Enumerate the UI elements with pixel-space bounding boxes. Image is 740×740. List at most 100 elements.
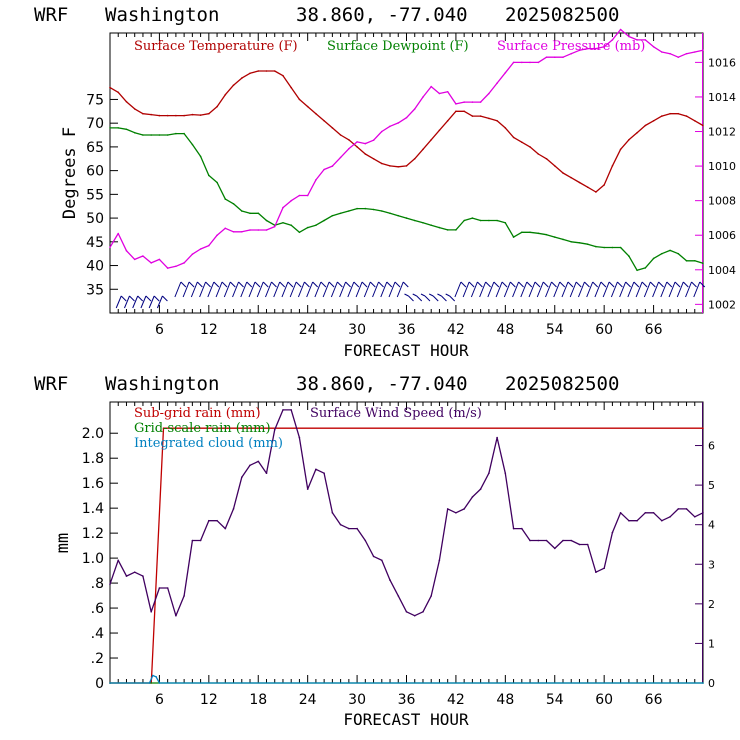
series-surface-wind-speed-m-s-point: [702, 512, 704, 514]
series-surface-dewpoint-f-point: [661, 252, 663, 255]
series-surface-dewpoint-f-point: [125, 128, 128, 131]
series-surface-dewpoint-f-point: [117, 127, 119, 129]
series-surface-pressure-mb-point: [356, 141, 358, 143]
legend-surface-dewpoint: Surface Dewpoint (F): [327, 39, 469, 54]
bottom-y2-tick-label: 5: [708, 479, 715, 492]
series-surface-temperature-f-point: [586, 186, 589, 188]
series-surface-temperature-f-point: [488, 117, 490, 120]
series-surface-temperature-f-point: [455, 110, 457, 113]
top-y2-tick-label: 1014: [708, 91, 736, 104]
legend-grid-scale-rain: Grid-scale rain (mm): [134, 421, 271, 436]
series-surface-dewpoint-f-point: [150, 134, 152, 136]
legend-surface-wind-speed: Surface Wind Speed (m/s): [310, 406, 482, 421]
bottom-y2-tick-label: 3: [708, 558, 715, 571]
wind-barb-flag: [262, 281, 269, 288]
series-surface-dewpoint-f-point: [323, 219, 325, 222]
top-x-tick-label: 30: [348, 322, 366, 338]
series-surface-wind-speed-m-s-point: [677, 508, 680, 510]
series-surface-temperature-f-point: [570, 176, 572, 179]
series-surface-wind-speed-m-s-point: [125, 575, 128, 577]
legend-sub-grid-rain: Sub-grid rain (mm): [134, 406, 261, 421]
series-surface-dewpoint-f-point: [216, 181, 218, 184]
top-y2-tick-label: 1012: [708, 126, 736, 139]
wind-barb-flag: [386, 281, 393, 288]
series-surface-wind-speed-m-s-point: [208, 519, 210, 522]
top-y-tick-label: 40: [86, 259, 104, 275]
series-surface-dewpoint-f-point: [479, 219, 482, 222]
wind-barb-flag: [600, 281, 607, 288]
series-surface-wind-speed-m-s-point: [315, 468, 317, 471]
wind-barb-flag: [468, 281, 475, 288]
wind-barb-flag: [271, 281, 277, 288]
series-surface-wind-speed-m-s-point: [413, 614, 416, 617]
series-surface-temperature-f-point: [669, 112, 671, 115]
series-surface-temperature-f-point: [356, 146, 358, 148]
series-surface-pressure-mb-point: [661, 51, 663, 53]
bottom-y-axis-label: mm: [53, 533, 73, 553]
wind-barb: [693, 281, 701, 298]
wind-barb-flag: [493, 281, 500, 288]
series-surface-temperature-f-point: [529, 146, 531, 148]
series-surface-dewpoint-f-point: [430, 224, 433, 226]
series-surface-temperature-f-point: [298, 98, 301, 101]
wind-barb: [388, 281, 396, 298]
series-surface-pressure-mb-point: [133, 258, 136, 261]
series-surface-temperature-f-point: [125, 101, 128, 103]
series-surface-pressure-mb-point: [150, 262, 152, 264]
series-surface-dewpoint-f-point: [306, 226, 309, 229]
wind-barb-flag: [246, 281, 253, 288]
bottom-y-tick-label: 1.2: [82, 526, 104, 542]
series-surface-wind-speed-m-s-point: [422, 611, 424, 613]
series-surface-wind-speed-m-s-point: [298, 436, 301, 439]
series-surface-temperature-f-point: [142, 112, 144, 115]
series-surface-temperature-f-point: [521, 141, 523, 143]
series-surface-dewpoint-f-point: [438, 226, 441, 229]
wind-barb-flag: [369, 281, 376, 288]
bottom-x-tick-label: 48: [496, 692, 514, 708]
wind-barb: [553, 281, 561, 298]
series-surface-dewpoint-f-point: [315, 224, 317, 226]
series-surface-dewpoint-f-point: [529, 231, 531, 234]
series-surface-wind-speed-m-s-point: [570, 539, 572, 542]
series-integrated-cloud-mm-point: [158, 682, 161, 684]
series-surface-wind-speed-m-s-point: [150, 611, 152, 613]
series-surface-dewpoint-f-point: [570, 241, 572, 243]
series-surface-wind-speed-m-s-point: [562, 539, 564, 542]
wind-barb-flag: [509, 281, 516, 288]
wind-barb-flag: [180, 281, 187, 288]
series-surface-wind-speed-m-s-point: [381, 559, 383, 562]
series-surface-temperature-f-point: [265, 70, 268, 72]
wind-barb-flag: [441, 295, 447, 302]
wind-barb-flag: [666, 281, 673, 288]
wind-barb: [273, 281, 281, 298]
top-x-tick-label: 36: [398, 322, 416, 338]
series-surface-pressure-mb-point: [496, 82, 498, 84]
bottom-series: [109, 409, 704, 684]
series-surface-pressure-mb-point: [694, 51, 696, 53]
series-surface-temperature-f-point: [397, 166, 400, 168]
series-surface-temperature-f-line: [109, 70, 704, 193]
wind-barb-flag: [501, 281, 508, 288]
series-surface-wind-speed-m-s-point: [669, 516, 671, 518]
series-integrated-cloud-mm-point: [109, 682, 111, 684]
series-surface-pressure-mb-point: [273, 225, 276, 228]
wind-barb-flag: [337, 281, 343, 288]
series-surface-pressure-mb-point: [290, 199, 293, 202]
bottom-x-tick-label: 36: [398, 692, 416, 708]
series-surface-dewpoint-f-point: [488, 219, 490, 222]
wind-barb-flag: [449, 295, 456, 302]
wind-barb-flag: [551, 281, 557, 288]
series-surface-pressure-mb-point: [677, 56, 680, 58]
wind-barb-flag: [460, 281, 467, 288]
series-surface-wind-speed-m-s-point: [109, 583, 111, 585]
wind-barb: [445, 293, 450, 297]
wind-barb: [380, 281, 388, 298]
series-surface-dewpoint-f-point: [652, 257, 655, 260]
series-surface-wind-speed-m-s-point: [554, 547, 556, 550]
series-surface-dewpoint-f-point: [372, 208, 375, 211]
wind-barb: [619, 281, 627, 298]
series-surface-wind-speed-m-s-point: [578, 543, 581, 546]
series-surface-pressure-mb-point: [595, 47, 597, 50]
top-y2-tick-label: 1008: [708, 195, 736, 208]
series-surface-dewpoint-f-point: [381, 210, 383, 212]
